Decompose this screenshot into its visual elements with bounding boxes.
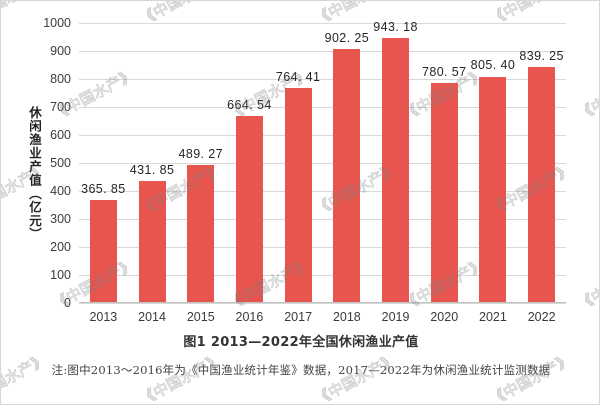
bar-value-label: 902. 25 xyxy=(324,31,370,46)
x-axis-tick-label: 2022 xyxy=(527,310,556,324)
x-axis-tick-label: 2019 xyxy=(381,310,410,324)
gridline xyxy=(79,79,566,80)
watermark-text: 《中国水产》 xyxy=(574,255,600,314)
x-axis-tick-label: 2015 xyxy=(186,310,215,324)
gridline xyxy=(79,23,566,24)
bar-value-label: 780. 57 xyxy=(421,65,467,80)
x-axis-tick-label: 2014 xyxy=(138,310,166,324)
gridline xyxy=(79,275,566,276)
bar-value-label: 664. 54 xyxy=(227,97,272,112)
figure-caption: 图1 2013—2022年全国休闲渔业产值 xyxy=(183,335,419,350)
bar-value-label: 839. 25 xyxy=(519,49,564,63)
y-axis-tick-label: 700 xyxy=(50,100,71,114)
gridline xyxy=(79,219,566,220)
x-axis-line xyxy=(79,302,566,303)
figure-note: 注:图中2013～2016年为《中国渔业统计年鉴》数据，2017—2022年为休… xyxy=(51,363,551,377)
bar[interactable] xyxy=(528,67,556,302)
bar[interactable] xyxy=(89,199,117,302)
gridline xyxy=(79,107,566,108)
y-axis-tick-label: 1000 xyxy=(43,16,71,30)
y-axis-tick-label: 200 xyxy=(50,240,71,254)
bar-value-label: 489. 27 xyxy=(178,147,224,161)
bar-value-label: 365. 85 xyxy=(81,181,126,196)
watermark-text: 《中国水产》 xyxy=(574,65,600,124)
bar[interactable] xyxy=(382,37,410,302)
bar[interactable] xyxy=(235,115,263,302)
y-axis-tick-label: 400 xyxy=(50,184,71,198)
bar[interactable] xyxy=(138,181,166,302)
gridline xyxy=(79,51,566,52)
x-axis-tick-label: 2013 xyxy=(89,310,118,324)
bar-value-label: 431. 85 xyxy=(129,163,175,178)
gridline xyxy=(79,303,566,304)
x-axis-tick-label: 2017 xyxy=(284,310,313,324)
y-axis-tick-label: 900 xyxy=(50,44,71,58)
bar[interactable] xyxy=(430,83,458,302)
gridline xyxy=(79,247,566,248)
bar-value-label: 805. 40 xyxy=(470,58,516,73)
gridline xyxy=(79,135,566,136)
x-axis-tick-label: 2021 xyxy=(479,310,507,324)
y-axis-tick-label: 300 xyxy=(50,212,71,226)
y-axis-tick-label: 100 xyxy=(50,268,71,282)
x-axis-tick-label: 2020 xyxy=(430,310,459,324)
bar[interactable] xyxy=(284,87,312,302)
bar[interactable] xyxy=(479,76,507,302)
y-axis-tick-label: 800 xyxy=(50,72,71,86)
gridline xyxy=(79,191,566,192)
bar[interactable] xyxy=(187,165,215,302)
bar-value-label: 943. 18 xyxy=(373,19,418,34)
x-axis-tick-label: 2018 xyxy=(332,310,361,324)
gridline xyxy=(79,163,566,164)
bar[interactable] xyxy=(333,49,361,302)
y-axis-title: 休闲渔业产值（亿元） xyxy=(27,106,42,241)
x-axis-tick-label: 2016 xyxy=(235,310,264,324)
bar-value-label: 764. 41 xyxy=(275,69,321,84)
y-axis-tick-label: 500 xyxy=(50,156,71,170)
plot-area: 1000 900 800 700 600 500 400 300 200 100 0 365. 85… xyxy=(43,16,566,324)
y-axis-tick-label: 600 xyxy=(50,128,71,142)
y-axis-tick-label: 0 xyxy=(64,296,71,310)
